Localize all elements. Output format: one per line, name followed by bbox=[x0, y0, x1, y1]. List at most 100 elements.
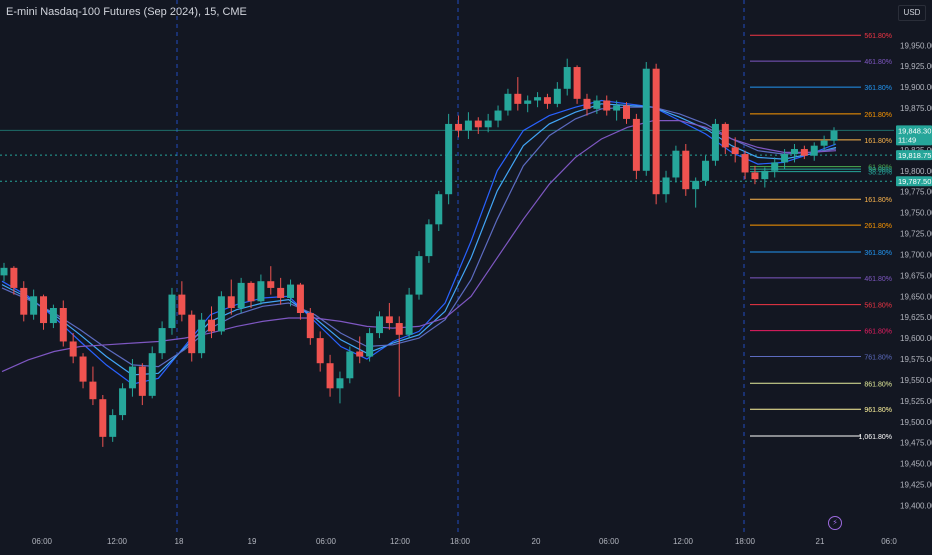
candle-body bbox=[306, 313, 314, 339]
candle-body bbox=[188, 314, 196, 354]
candle-body bbox=[277, 287, 285, 298]
fib-level-label: 1,061.80% bbox=[859, 434, 892, 441]
candles bbox=[0, 58, 838, 447]
candle-body bbox=[375, 316, 383, 334]
candle-body bbox=[711, 123, 719, 161]
candle-body bbox=[208, 319, 215, 332]
candle-body bbox=[751, 172, 759, 180]
candle-body bbox=[623, 105, 630, 119]
fib-level-label: 461.80% bbox=[864, 276, 892, 283]
fib-level-label: 661.80% bbox=[864, 329, 892, 336]
candle-body bbox=[346, 351, 354, 379]
y-tick-label: 19,875.00 bbox=[900, 104, 932, 113]
y-tick-label: 19,800.00 bbox=[900, 167, 932, 176]
candle-body bbox=[820, 140, 828, 146]
y-tick-label: 19,650.00 bbox=[900, 292, 932, 301]
session-dividers bbox=[176, 0, 745, 532]
y-tick-label: 19,500.00 bbox=[900, 418, 932, 427]
candle-body bbox=[603, 100, 611, 111]
fib-level-label: 361.80% bbox=[864, 85, 892, 92]
moving-average-line bbox=[1, 99, 837, 385]
fib-level-label: 50.00% bbox=[868, 167, 892, 174]
candle-body bbox=[494, 110, 502, 121]
candle-body bbox=[573, 67, 581, 99]
candle-body bbox=[504, 93, 512, 111]
x-tick-label: 21 bbox=[816, 537, 825, 546]
fib-level-label: 38.20% bbox=[868, 170, 892, 177]
candle-body bbox=[731, 147, 739, 155]
price-tag-label: 19,787.50 bbox=[898, 177, 931, 186]
y-tick-label: 19,400.00 bbox=[900, 501, 932, 510]
candle-body bbox=[79, 356, 87, 382]
candle-body bbox=[761, 170, 769, 180]
candle-body bbox=[30, 296, 38, 315]
x-tick-label: 18 bbox=[175, 537, 184, 546]
candle-body bbox=[69, 341, 77, 357]
candle-body bbox=[395, 323, 403, 335]
candle-body bbox=[237, 282, 245, 308]
candle-body bbox=[326, 363, 334, 389]
fib-level-label: 961.80% bbox=[864, 407, 892, 414]
candle-body bbox=[198, 319, 206, 354]
candle-body bbox=[405, 294, 413, 335]
candle-body bbox=[99, 399, 107, 437]
y-tick-label: 19,900.00 bbox=[900, 83, 932, 92]
fibonacci-levels: 561.80% 461.80% 361.80% 261.80% 161.80% 61.80… bbox=[750, 33, 892, 441]
fib-level-label: 861.80% bbox=[864, 381, 892, 388]
price-tag bbox=[896, 150, 932, 161]
candle-body bbox=[455, 123, 463, 131]
x-tick-label: 18:00 bbox=[735, 537, 756, 546]
candle-body bbox=[642, 68, 650, 171]
x-tick-label: 06:00 bbox=[32, 537, 53, 546]
price-tag-label: 19,848.30 bbox=[898, 126, 931, 135]
candle-body bbox=[553, 88, 561, 104]
candle-body bbox=[109, 415, 117, 437]
candle-body bbox=[158, 328, 166, 354]
candle-body bbox=[672, 150, 680, 178]
candle-body bbox=[682, 150, 690, 190]
candle-body bbox=[128, 366, 136, 389]
y-tick-label: 19,550.00 bbox=[900, 376, 932, 385]
candle-body bbox=[89, 381, 97, 400]
candle-body bbox=[148, 353, 156, 396]
x-tick-label: 19 bbox=[248, 537, 257, 546]
fib-level-label: 561.80% bbox=[864, 303, 892, 310]
candle-body bbox=[484, 120, 492, 128]
candle-body bbox=[514, 93, 522, 104]
y-tick-label: 19,925.00 bbox=[900, 62, 932, 71]
candle-body bbox=[543, 97, 551, 104]
fib-level-label: 261.80% bbox=[864, 112, 892, 119]
x-axis: 06:00 12:00 18 19 06:00 12:00 18:00 20 06:00 12:0… bbox=[32, 537, 897, 546]
candle-body bbox=[534, 97, 542, 101]
moving-averages bbox=[1, 99, 837, 385]
candle-body bbox=[632, 118, 640, 171]
currency-button[interactable]: USD bbox=[898, 5, 926, 21]
x-tick-label: 12:00 bbox=[107, 537, 128, 546]
fib-level-label: 361.80% bbox=[864, 250, 892, 257]
candle-body bbox=[652, 68, 660, 195]
candle-body bbox=[692, 180, 700, 190]
candle-body bbox=[563, 67, 571, 89]
price-tag-time: 11:49 bbox=[898, 135, 916, 144]
candle-body bbox=[721, 123, 729, 148]
moving-average-line bbox=[1, 106, 837, 368]
candle-body bbox=[296, 284, 304, 314]
candle-body bbox=[356, 351, 364, 357]
candle-body bbox=[790, 149, 798, 155]
moving-average-line bbox=[1, 119, 837, 373]
lightning-icon[interactable]: ⚡ bbox=[828, 516, 842, 530]
y-tick-label: 19,525.00 bbox=[900, 397, 932, 406]
candle-body bbox=[0, 267, 8, 276]
candle-body bbox=[178, 294, 186, 315]
x-tick-label: 12:00 bbox=[673, 537, 694, 546]
y-tick-label: 19,450.00 bbox=[900, 460, 932, 469]
y-tick-label: 19,750.00 bbox=[900, 209, 932, 218]
candle-body bbox=[20, 287, 28, 315]
candle-body bbox=[593, 100, 601, 109]
candle-body bbox=[435, 194, 443, 225]
x-tick-label: 20 bbox=[532, 537, 541, 546]
x-tick-label: 18:00 bbox=[450, 537, 471, 546]
candle-body bbox=[336, 378, 344, 389]
